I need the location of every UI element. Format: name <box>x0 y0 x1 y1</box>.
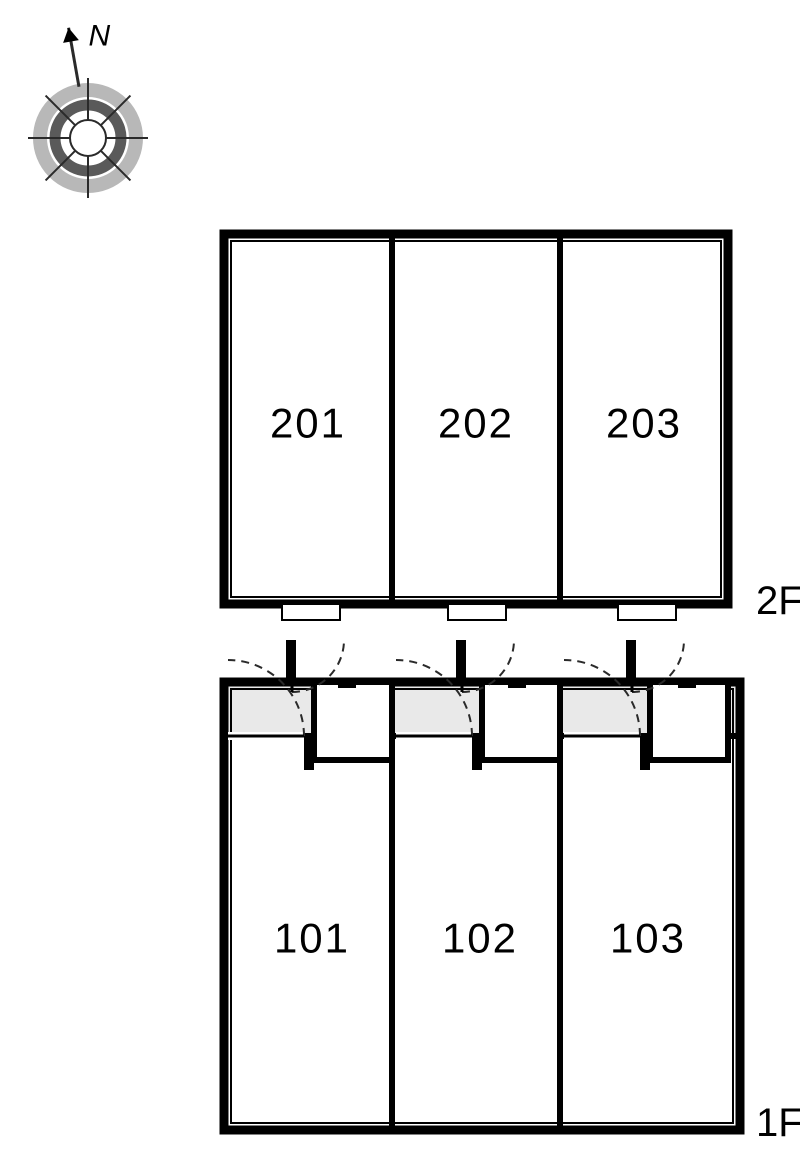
unit-label-202: 202 <box>438 400 514 447</box>
door-jamb <box>472 736 482 770</box>
door-step <box>618 604 676 620</box>
unit-label-102: 102 <box>442 915 518 962</box>
unit-label-101: 101 <box>274 915 350 962</box>
door-jamb <box>640 736 650 770</box>
unit-label-201: 201 <box>270 400 346 447</box>
door-jamb <box>304 736 314 770</box>
floor-label-2f: 2F <box>756 579 800 623</box>
floor-label-1f: 1F <box>756 1101 800 1145</box>
compass-icon: N <box>28 20 148 198</box>
floor-2f: 201 202 203 2F <box>224 234 800 623</box>
compass-north-label: N <box>89 20 111 53</box>
door-step <box>448 604 506 620</box>
floor-1f: 101 102 103 1F <box>224 640 800 1145</box>
unit-label-203: 203 <box>606 400 682 447</box>
unit-label-103: 103 <box>610 915 686 962</box>
door-step <box>282 604 340 620</box>
